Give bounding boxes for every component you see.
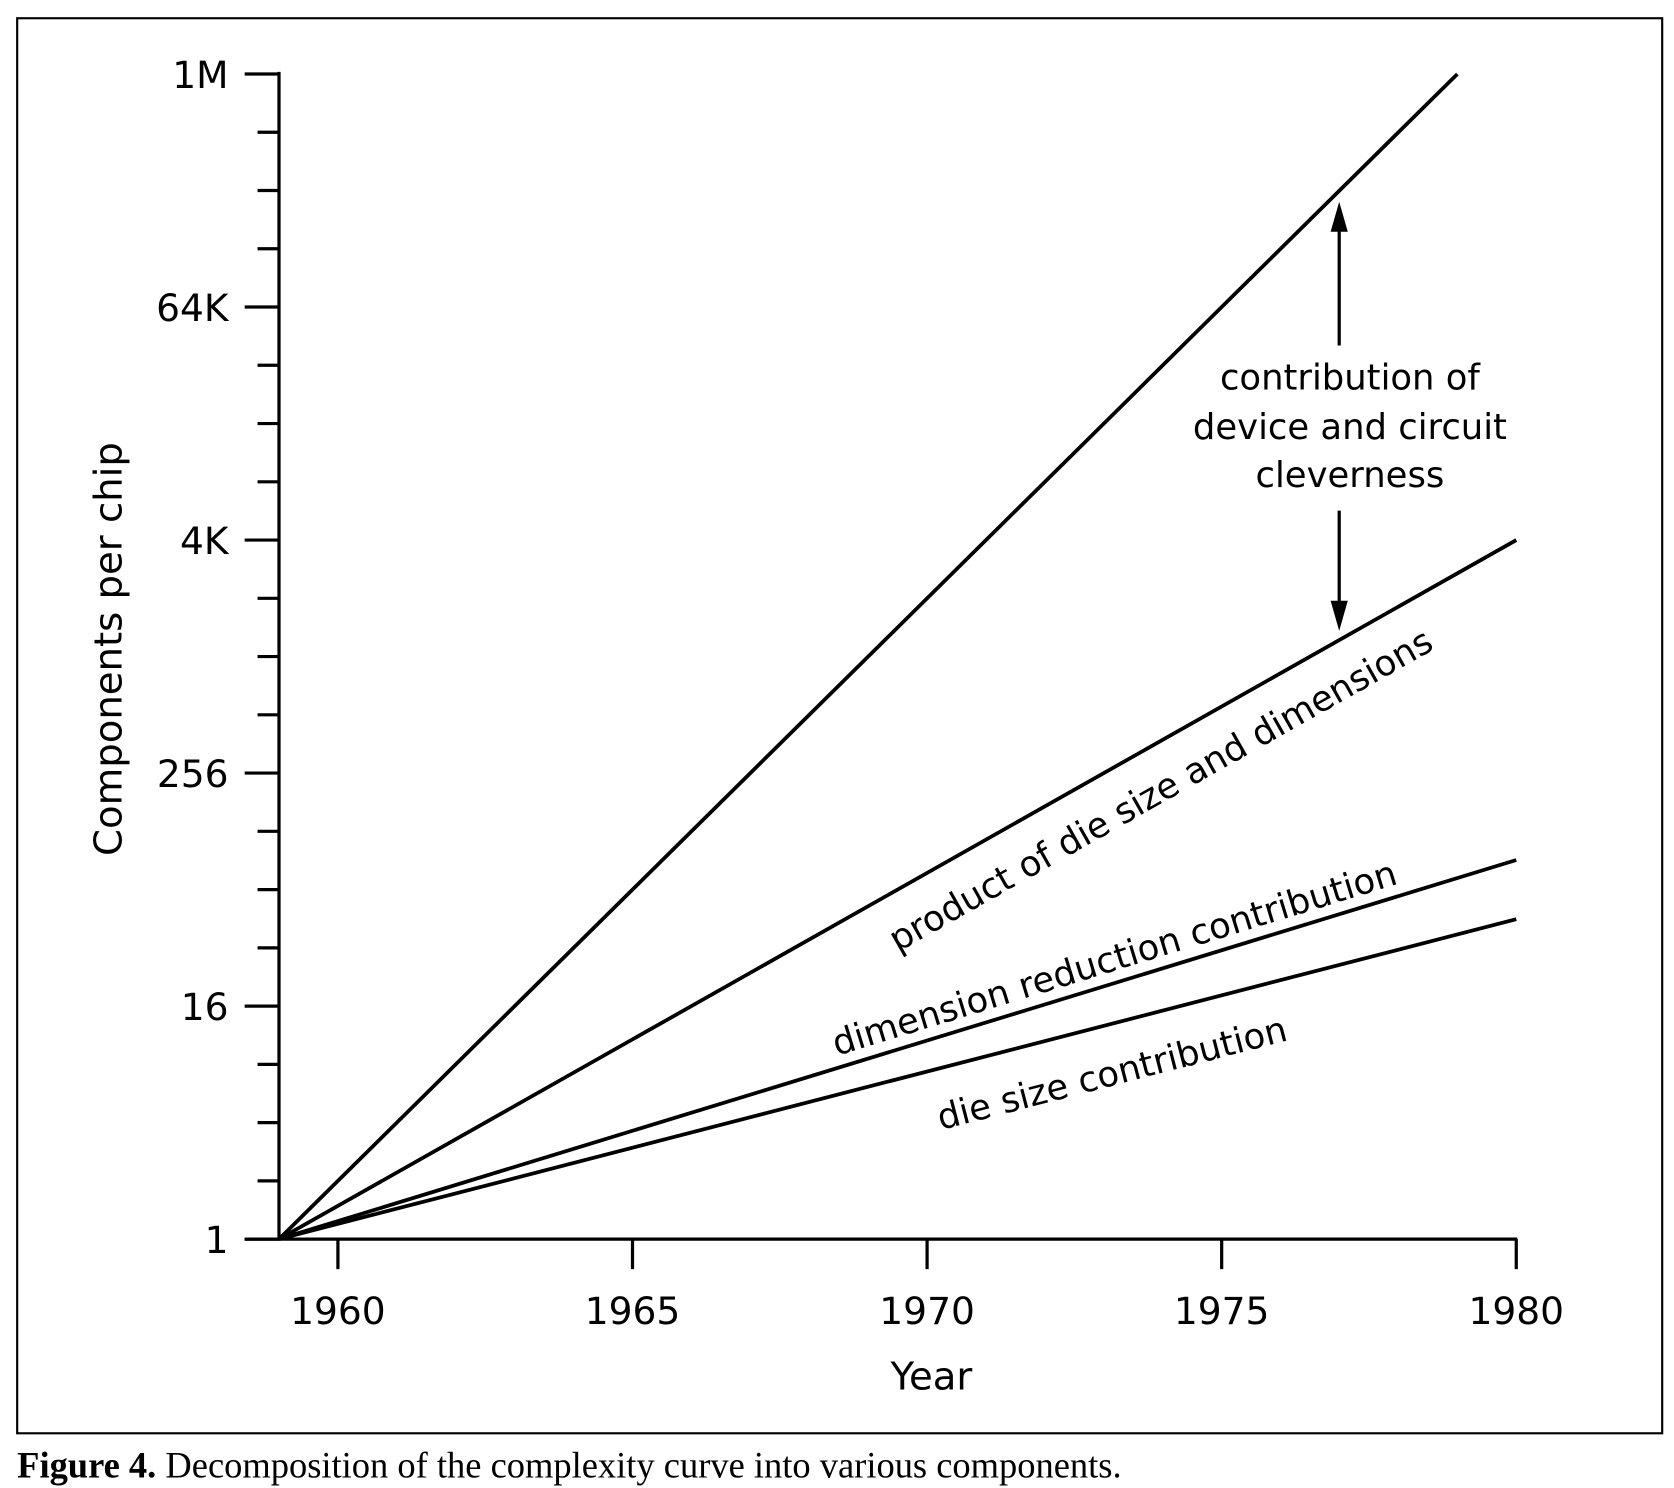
- y-tick-label: 16: [181, 985, 229, 1029]
- series-label: dimension reduction contribution: [827, 853, 1401, 1064]
- x-axis-title: Year: [890, 1354, 973, 1399]
- y-tick-label: 1M: [172, 53, 228, 97]
- y-tick-label: 256: [157, 752, 229, 796]
- x-tick-label: 1975: [1174, 1289, 1270, 1333]
- caption: Figure 4. Decomposition of the complexit…: [17, 1444, 1121, 1485]
- y-tick-label: 1: [205, 1218, 229, 1262]
- y-axis-title: Components per chip: [86, 442, 131, 856]
- series-line: [278, 858, 1517, 1241]
- series-line: [278, 538, 1518, 1241]
- x-tick-label: 1970: [879, 1289, 975, 1333]
- annotation: [1330, 201, 1348, 631]
- caption-label: Figure 4.: [17, 1444, 156, 1485]
- annotation-text: cleverness: [1256, 455, 1445, 496]
- frame: [16, 17, 1664, 1435]
- x-tick-label: 1980: [1468, 1289, 1564, 1333]
- series-label: die size contribution: [933, 1009, 1292, 1139]
- x-tick-label: 1965: [585, 1289, 681, 1333]
- arrow-head: [1330, 600, 1348, 631]
- annotation-text: device and circuit: [1193, 407, 1507, 448]
- annotation-text: contribution of: [1220, 357, 1481, 398]
- arrow-head: [1330, 201, 1348, 232]
- x-tick-label: 1960: [290, 1289, 386, 1333]
- y-tick-label: 4K: [180, 519, 230, 563]
- series-line: [277, 72, 1459, 1241]
- caption-text: Decomposition of the complexity curve in…: [165, 1444, 1121, 1485]
- series-line: [278, 917, 1517, 1241]
- y-tick-label: 64K: [156, 286, 230, 330]
